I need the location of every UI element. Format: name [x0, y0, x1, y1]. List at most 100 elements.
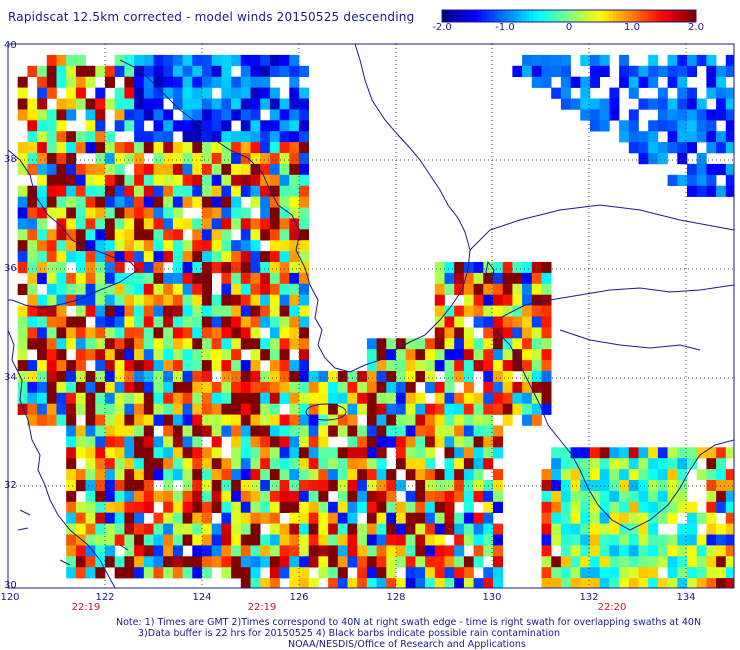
wind-cell	[231, 458, 242, 470]
wind-cell	[231, 349, 242, 361]
wind-cell	[105, 458, 115, 470]
wind-cell	[75, 207, 86, 219]
wind-cell	[114, 338, 125, 350]
wind-cell	[75, 338, 86, 350]
wind-cell	[396, 403, 406, 415]
wind-cell	[347, 469, 358, 481]
wind-cell	[221, 305, 232, 317]
wind-cell	[231, 272, 242, 285]
wind-cell	[85, 283, 96, 295]
wind-cell	[396, 523, 406, 535]
wind-cell	[192, 98, 203, 110]
wind-cell	[531, 371, 542, 383]
wind-cell	[124, 512, 135, 524]
wind-cell	[153, 142, 164, 154]
wind-cell	[143, 414, 154, 426]
wind-cell	[366, 512, 377, 524]
wind-cell	[182, 556, 193, 568]
wind-cell	[153, 349, 164, 361]
wind-cell	[66, 153, 77, 165]
wind-cell	[269, 490, 280, 503]
wind-cell	[279, 501, 290, 513]
wind-cell	[502, 381, 513, 394]
wind-cell	[260, 272, 271, 285]
wind-cell	[318, 501, 329, 513]
wind-cell	[279, 381, 290, 394]
wind-cell	[337, 425, 348, 437]
wind-cell	[250, 556, 261, 568]
colorbar-step	[465, 10, 471, 22]
wind-cell	[202, 251, 212, 263]
wind-cell	[182, 381, 193, 394]
wind-cell	[192, 174, 203, 186]
wind-cell	[192, 240, 203, 252]
wind-cell	[221, 283, 232, 295]
wind-cell	[46, 294, 57, 306]
wind-cell	[299, 142, 309, 154]
wind-cell	[405, 360, 416, 372]
wind-cell	[250, 414, 261, 426]
wind-cell	[172, 545, 183, 557]
wind-cell	[172, 120, 183, 132]
wind-cell	[260, 207, 271, 219]
wind-cell	[725, 163, 734, 176]
wind-cell	[687, 458, 697, 470]
wind-cell	[182, 294, 193, 306]
wind-cell	[677, 490, 688, 503]
wind-cell	[153, 294, 164, 306]
wind-cell	[444, 371, 455, 383]
wind-cell	[66, 436, 77, 448]
wind-cell	[231, 490, 242, 503]
wind-cell	[163, 207, 174, 219]
wind-cell	[143, 469, 154, 481]
wind-cell	[250, 523, 261, 535]
wind-cell	[95, 469, 106, 481]
wind-cell	[240, 305, 251, 317]
wind-cell	[250, 545, 261, 557]
wind-cell	[124, 523, 135, 535]
wind-cell	[172, 174, 183, 186]
wind-cell	[66, 567, 77, 579]
wind-cell	[85, 403, 96, 415]
wind-cell	[619, 447, 630, 459]
wind-cell	[221, 272, 232, 285]
wind-cell	[279, 240, 290, 252]
wind-cell	[95, 218, 106, 230]
wind-cell	[425, 512, 436, 524]
wind-cell	[493, 262, 503, 274]
wind-cell	[531, 305, 542, 317]
wind-cell	[211, 436, 222, 448]
wind-cell	[143, 142, 154, 154]
wind-cell	[66, 218, 77, 230]
wind-cell	[114, 294, 125, 306]
wind-cell	[46, 316, 57, 328]
wind-cell	[211, 196, 222, 208]
wind-cell	[163, 153, 174, 165]
wind-cell	[56, 218, 67, 230]
wind-cell	[172, 534, 183, 546]
wind-cell	[473, 469, 484, 481]
wind-cell	[85, 501, 96, 513]
wind-cell	[172, 556, 183, 568]
wind-cell	[134, 371, 145, 383]
wind-cell	[386, 371, 397, 383]
wind-cell	[638, 501, 649, 513]
wind-cell	[231, 360, 242, 372]
wind-cell	[95, 251, 106, 263]
wind-cell	[308, 490, 319, 503]
wind-cell	[37, 98, 48, 110]
wind-cell	[279, 54, 290, 67]
wind-cell	[473, 360, 484, 372]
wind-cell	[434, 469, 445, 481]
wind-cell	[357, 425, 368, 437]
wind-cell	[522, 283, 533, 295]
wind-cell	[376, 501, 387, 513]
wind-cell	[560, 87, 571, 99]
wind-cell	[357, 371, 368, 383]
wind-cell	[386, 403, 397, 415]
wind-cell	[105, 65, 115, 77]
wind-cell	[551, 87, 562, 99]
wind-cell	[473, 349, 484, 361]
wind-cell	[66, 360, 77, 372]
wind-cell	[299, 294, 309, 306]
